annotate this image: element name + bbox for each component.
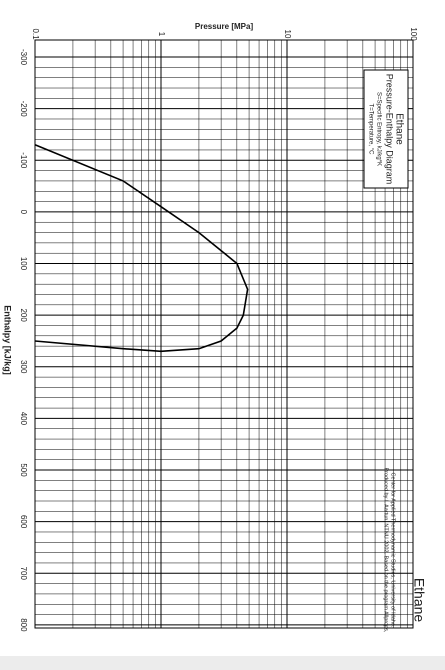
x-tick-label: 400 bbox=[19, 412, 28, 426]
x-tick-label: 300 bbox=[19, 360, 28, 374]
x-tick-label: 0 bbox=[19, 210, 28, 215]
credit: Produced by I. Aartun, NTNU 2002. Based … bbox=[383, 467, 389, 633]
credit: Center for Applied Thermodynamic Studies… bbox=[390, 473, 396, 628]
x-tick-label: 600 bbox=[19, 515, 28, 529]
y-tick-label: 1 bbox=[157, 32, 166, 37]
y-axis-label: Pressure [MPa] bbox=[195, 22, 254, 31]
title-box-frame bbox=[363, 69, 409, 189]
subtitle: Pressure-Enthalpy Diagram bbox=[385, 74, 395, 185]
note: S=Specific Entropy, kJ/kg*K bbox=[375, 92, 381, 166]
x-tick-label: 700 bbox=[19, 567, 28, 581]
y-tick-label: 100 bbox=[409, 27, 418, 41]
saturation-curve bbox=[34, 144, 249, 353]
x-tick-label: -100 bbox=[19, 152, 28, 169]
title-box: Ethane Pressure-Enthalpy Diagram S=Speci… bbox=[363, 69, 409, 189]
x-tick-label: -300 bbox=[19, 49, 28, 66]
corner-label: Ethane bbox=[411, 578, 427, 623]
x-tick-label: 500 bbox=[19, 463, 28, 477]
x-tick-label: 800 bbox=[19, 618, 28, 632]
title: Ethane bbox=[393, 113, 404, 145]
footer-bar bbox=[0, 656, 445, 670]
x-axis-label: Enthalpy [kJ/kg] bbox=[3, 305, 13, 375]
note: T=Temperature, °C bbox=[367, 104, 373, 156]
y-tick-label: 0.1 bbox=[31, 28, 40, 40]
x-tick-label: -200 bbox=[19, 101, 28, 118]
x-tick-label: 100 bbox=[19, 257, 28, 271]
x-tick-label: 200 bbox=[19, 308, 28, 322]
y-tick-label: 10 bbox=[283, 30, 292, 39]
